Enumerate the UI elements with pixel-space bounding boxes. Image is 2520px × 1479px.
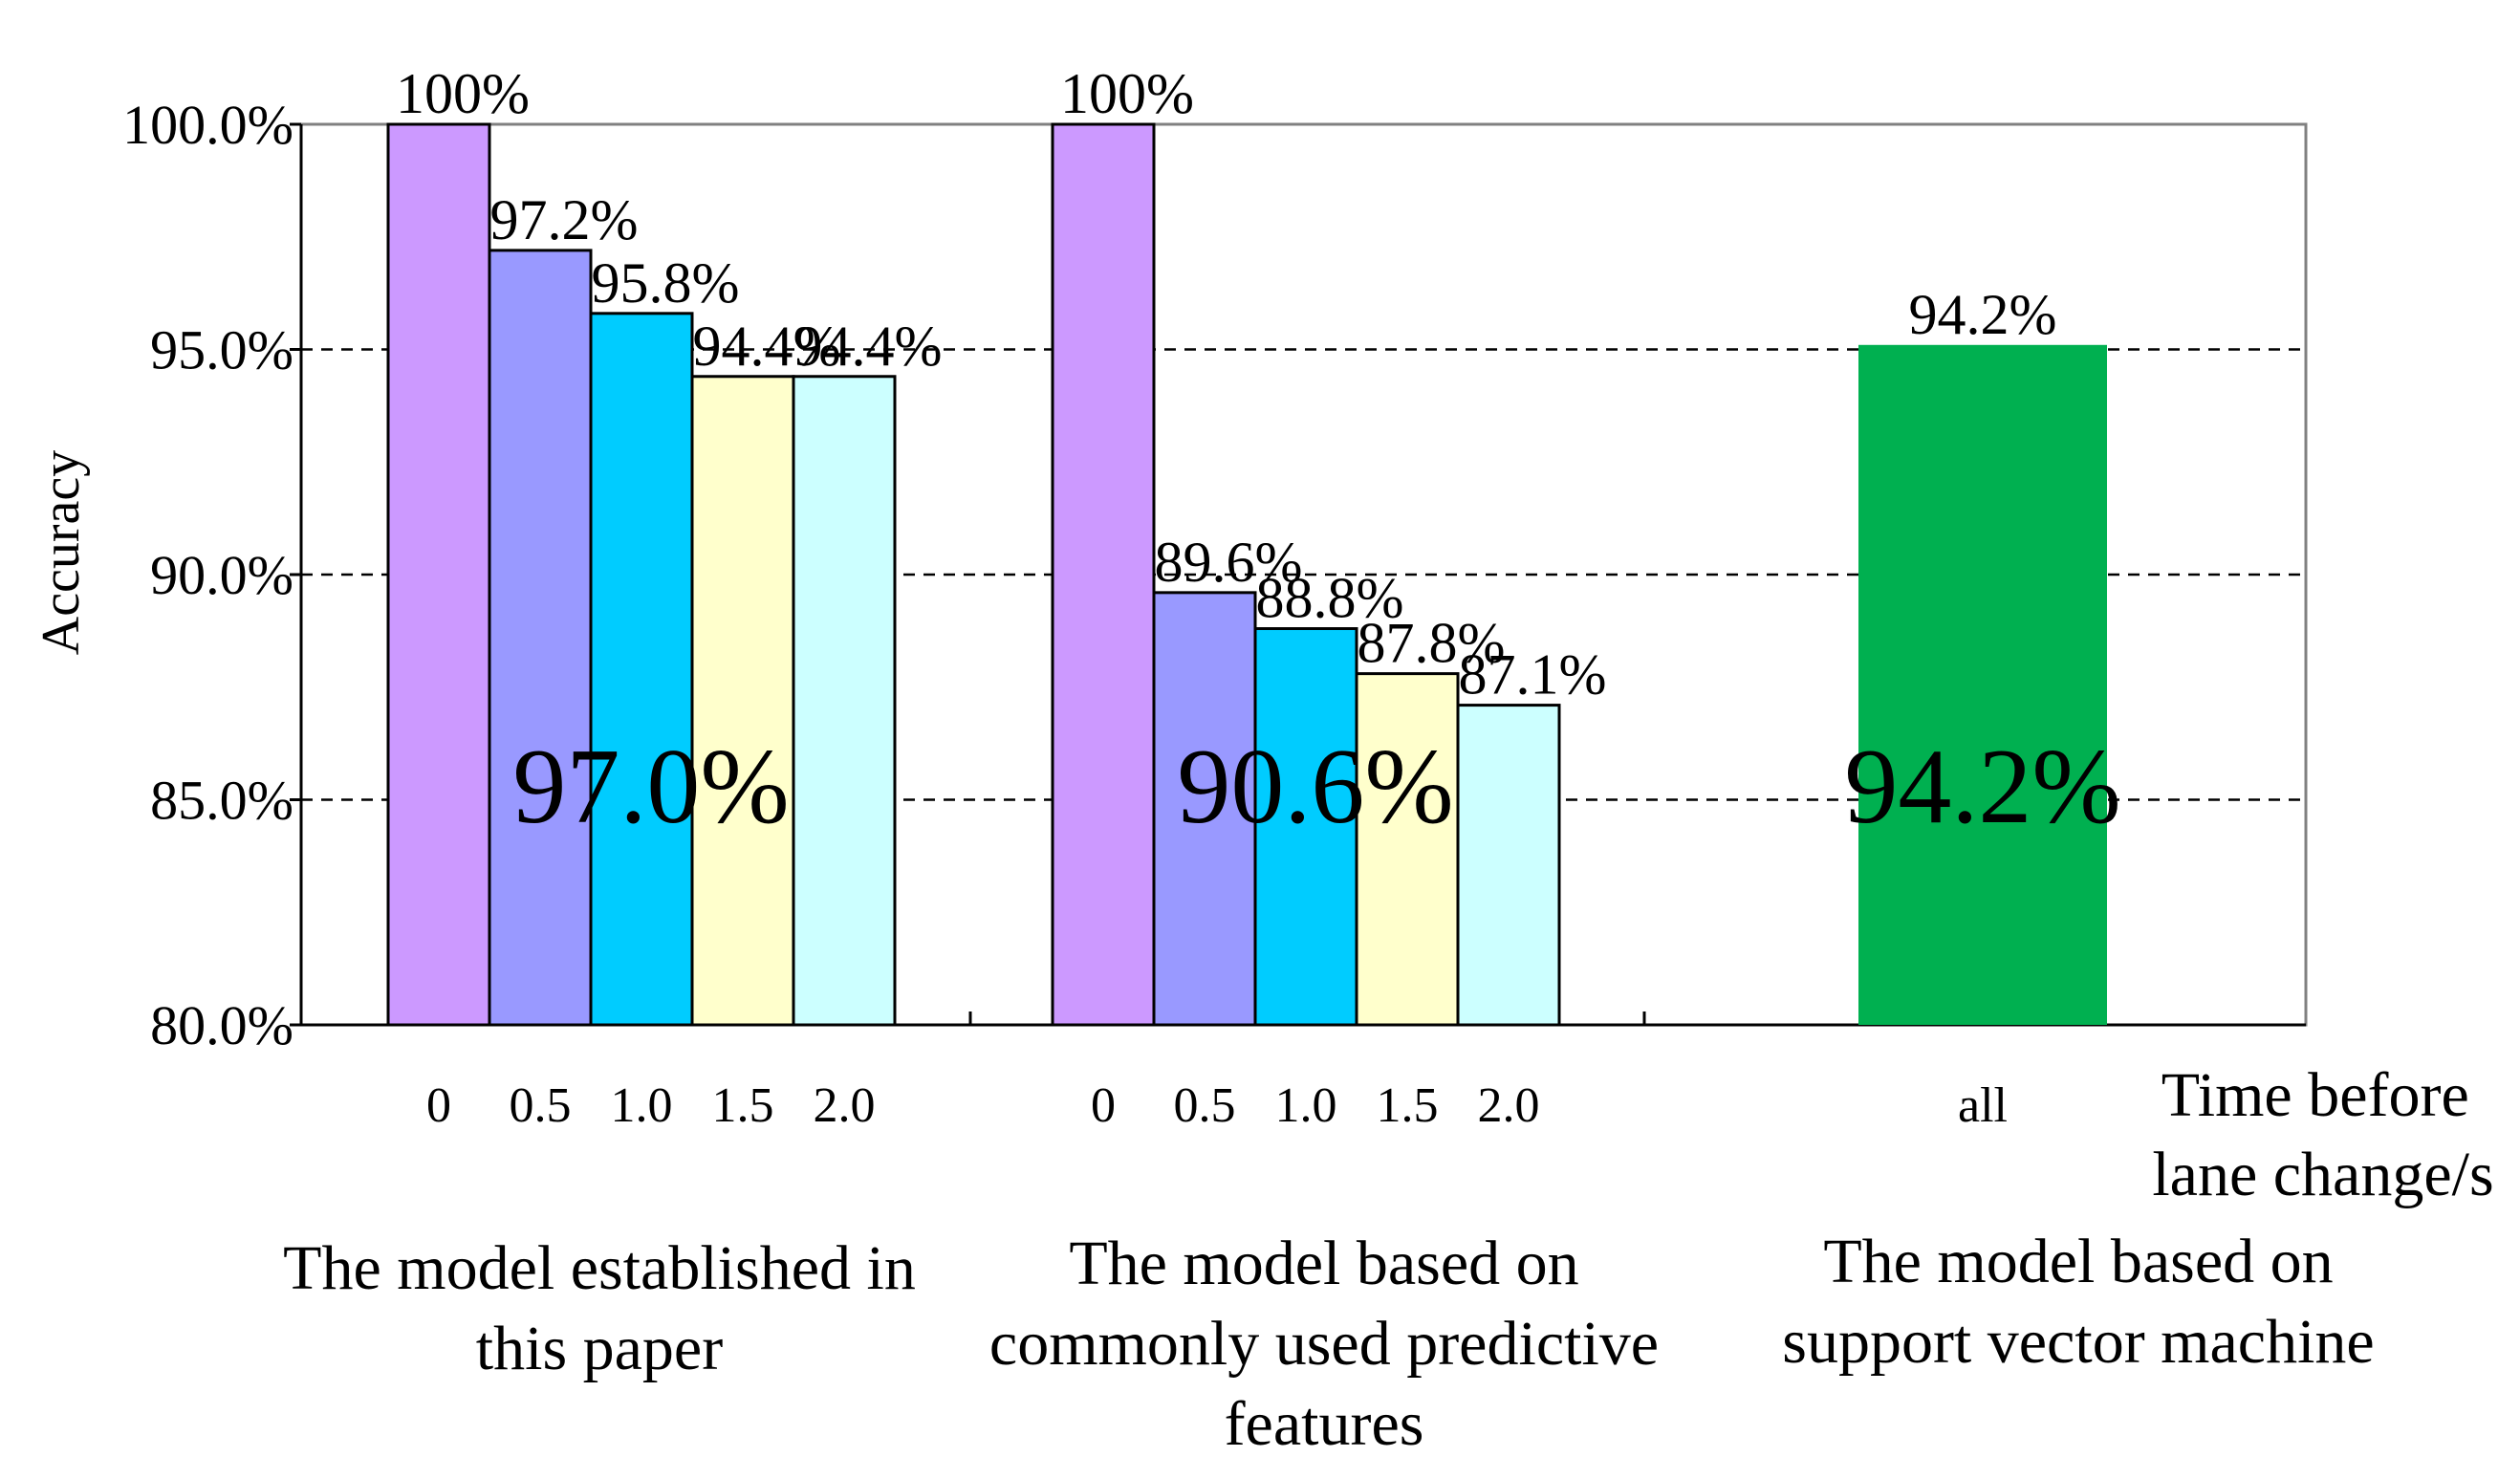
y-axis-ticks: 80.0% 85.0% 90.0% 95.0% 100.0% [122, 94, 301, 1056]
bar [589, 312, 694, 1027]
bar [386, 122, 491, 1027]
x-tick-label: 0 [426, 1078, 451, 1133]
data-label: 100% [396, 62, 530, 125]
average-label: 90.6% [1177, 728, 1453, 846]
data-label: 97.2% [490, 188, 639, 251]
group-label: The model established in this paper [283, 1233, 916, 1383]
bar [1051, 122, 1156, 1027]
data-label: 95.8% [592, 251, 740, 315]
data-label: 100% [1060, 62, 1194, 125]
data-label: 94.4% [794, 315, 943, 378]
group-label-line: this paper [476, 1314, 723, 1383]
bar [1253, 627, 1358, 1027]
bar [1858, 344, 2107, 1025]
x-axis-ticks: 0 0.5 1.0 1.5 2.0 0 0.5 1.0 1.5 2.0 all [426, 1011, 2008, 1133]
y-tick-label: 85.0% [150, 770, 293, 832]
group-label-line: features [1225, 1389, 1424, 1459]
x-tick-label: 1.0 [611, 1078, 673, 1133]
x-tick-label: 0 [1091, 1078, 1116, 1133]
group-label-line: commonly used predictive [989, 1309, 1659, 1379]
data-label: 88.8% [1256, 567, 1404, 630]
bar [792, 375, 897, 1027]
x-tick-label: 1.5 [712, 1078, 774, 1133]
data-label: 94.2% [1909, 283, 2057, 346]
bar [1355, 672, 1460, 1027]
x-tick-label: 0.5 [1174, 1078, 1236, 1133]
y-tick-label: 80.0% [150, 994, 293, 1056]
average-labels: 97.0% 90.6% 94.2% [512, 728, 2120, 846]
average-label: 94.2% [1844, 728, 2120, 846]
x-tick-label: 1.0 [1275, 1078, 1337, 1133]
bar [488, 249, 593, 1027]
x-tick-label: all [1958, 1078, 2008, 1133]
x-axis-label: Time before lane change/s [2152, 1060, 2493, 1209]
x-axis-label-line: Time before [2162, 1060, 2469, 1130]
x-tick-label: 2.0 [1478, 1078, 1540, 1133]
x-tick-label: 2.0 [814, 1078, 876, 1133]
group-label-line: The model established in [283, 1233, 916, 1303]
data-label: 89.6% [1155, 531, 1303, 594]
y-tick-label: 100.0% [122, 94, 293, 156]
x-axis-label-line: lane change/s [2152, 1140, 2493, 1209]
data-label: 94.4% [693, 315, 841, 378]
data-label: 87.1% [1459, 643, 1607, 707]
y-axis-label: Accuracy [32, 450, 91, 656]
average-label: 97.0% [512, 728, 789, 846]
y-tick-label: 95.0% [150, 319, 293, 381]
group-label-line: support vector machine [1782, 1307, 2374, 1377]
data-label: 87.8% [1358, 612, 1506, 675]
group-label: The model based on support vector machine [1782, 1227, 2374, 1377]
bars [386, 122, 2107, 1027]
bar [690, 375, 795, 1027]
group-label-line: The model based on [1823, 1227, 2333, 1296]
y-tick-label: 90.0% [150, 544, 293, 606]
x-tick-label: 0.5 [510, 1078, 572, 1133]
group-label-line: The model based on [1069, 1229, 1578, 1298]
bar [1456, 704, 1561, 1027]
group-label: The model based on commonly used predicti… [989, 1229, 1659, 1459]
data-labels: 100%97.2%95.8%94.4%94.4%100%89.6%88.8%87… [396, 62, 2056, 707]
x-tick-label: 1.5 [1377, 1078, 1439, 1133]
